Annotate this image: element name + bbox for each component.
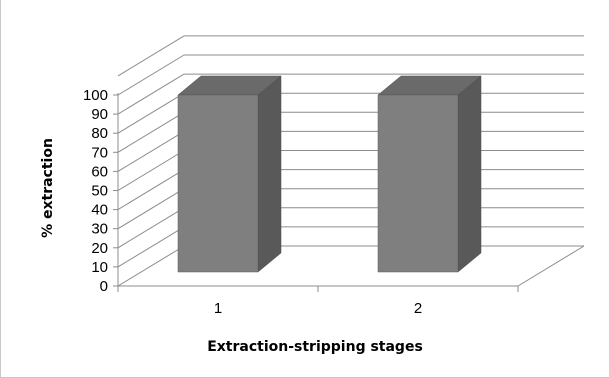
gridline-wall-1 bbox=[117, 226, 185, 268]
y-tick-label-0: 0 bbox=[100, 278, 108, 295]
bar-2 bbox=[377, 75, 482, 273]
gridline-wall-11 bbox=[117, 35, 185, 77]
bar-1-front bbox=[177, 94, 259, 273]
x-tick-label-2: 2 bbox=[414, 300, 422, 317]
x-tick-label-1: 1 bbox=[214, 300, 222, 317]
y-axis-title: % extraction bbox=[40, 138, 56, 238]
y-tick-label-3: 30 bbox=[91, 221, 108, 238]
gridline-wall-6 bbox=[117, 130, 185, 172]
axes bbox=[113, 93, 585, 292]
bar-2-side bbox=[457, 75, 482, 273]
y-tick-label-1: 10 bbox=[91, 259, 108, 276]
gridline-wall-0 bbox=[117, 245, 185, 287]
y-tick-label-9: 90 bbox=[91, 106, 108, 123]
y-tick-label-10: 100 bbox=[83, 87, 108, 104]
gridline-wall-2 bbox=[117, 207, 185, 249]
y-tick-label-4: 40 bbox=[91, 202, 108, 219]
gridline-wall-9 bbox=[117, 73, 185, 115]
gridline-wall-7 bbox=[117, 111, 185, 153]
y-tick-label-6: 60 bbox=[91, 163, 108, 180]
gridline-wall-5 bbox=[117, 150, 185, 191]
bar-1-side bbox=[257, 75, 282, 273]
bars bbox=[177, 75, 482, 273]
gridline-wall-4 bbox=[117, 169, 185, 211]
tick-labels: 0 10 20 30 40 50 60 70 80 90 100 1 2 bbox=[83, 87, 422, 317]
gridline-wall-8 bbox=[117, 92, 185, 134]
bar-1 bbox=[177, 75, 282, 273]
y-tick-label-7: 70 bbox=[91, 144, 108, 161]
y-tick-label-8: 80 bbox=[91, 125, 108, 142]
gridline-wall-10 bbox=[117, 54, 185, 96]
y-tick-label-5: 50 bbox=[91, 183, 108, 200]
bar-2-front bbox=[377, 94, 459, 273]
y-tick-label-2: 20 bbox=[91, 240, 108, 257]
gridline-wall-3 bbox=[117, 188, 185, 230]
x-axis-title: Extraction-stripping stages bbox=[207, 339, 423, 355]
floor-right-edge bbox=[517, 245, 585, 287]
